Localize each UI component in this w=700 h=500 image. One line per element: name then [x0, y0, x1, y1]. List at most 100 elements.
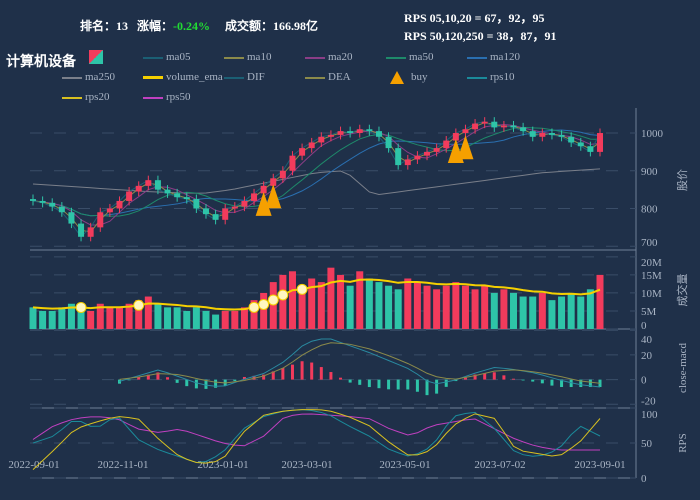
- macd-histogram-bar: [502, 375, 506, 380]
- volume-bar: [154, 303, 162, 329]
- x-tick-label: 2023-07-02: [474, 459, 525, 471]
- legend-item-DIF[interactable]: DIF: [224, 71, 265, 84]
- macd-histogram-bar: [367, 379, 371, 388]
- legend-item-ma05[interactable]: ma05: [143, 51, 190, 64]
- macd-histogram-bar: [512, 378, 516, 380]
- volume-bar: [519, 296, 527, 329]
- buy-arrow-icon: [390, 71, 404, 84]
- y-tick-label: 50: [641, 438, 653, 450]
- candle-body: [356, 129, 363, 134]
- ma50-line: [32, 126, 601, 217]
- y-tick-label: 800: [641, 203, 658, 215]
- macd-histogram-bar: [579, 379, 583, 388]
- candle-body: [164, 189, 171, 194]
- volume-bar: [106, 307, 114, 329]
- volume-bar: [115, 307, 123, 329]
- volume-bar: [317, 282, 325, 329]
- macd-histogram-bar: [435, 379, 439, 394]
- volume-bar: [288, 271, 296, 329]
- volume-bar: [183, 310, 191, 329]
- candle-body: [126, 191, 133, 201]
- y-tick-label: 5M: [641, 306, 657, 318]
- macd-histogram-bar: [550, 379, 554, 386]
- legend-item-ma10[interactable]: ma10: [224, 51, 271, 64]
- legend-label: rps20: [85, 91, 110, 103]
- candle-body: [337, 131, 344, 135]
- volume-bar: [260, 292, 268, 329]
- volume-bar: [481, 285, 489, 329]
- y-tick-label: 700: [641, 237, 658, 249]
- volume-bar: [394, 289, 402, 329]
- y-axis-title: 成交量: [675, 274, 689, 307]
- rps20-line: [32, 409, 601, 470]
- legend-line-icon: [224, 56, 244, 59]
- legend-item-ma120[interactable]: ma120: [467, 51, 520, 64]
- macd-histogram-bar: [214, 379, 218, 388]
- macd-histogram-bar: [166, 377, 170, 380]
- volume-bar: [269, 282, 277, 329]
- change-value: -0.24%: [173, 19, 211, 33]
- macd-histogram-bar: [137, 376, 141, 380]
- candle-body: [260, 185, 267, 194]
- macd-histogram-bar: [483, 373, 487, 380]
- legend-line-icon: [62, 96, 82, 99]
- volume-bar: [221, 310, 229, 329]
- macd-histogram-bar: [588, 379, 592, 388]
- candle-body: [347, 131, 354, 134]
- legend-item-ma250[interactable]: ma250: [62, 71, 115, 84]
- candle-body: [414, 155, 421, 160]
- volume-bar: [29, 307, 37, 329]
- legend-item-volume_ema[interactable]: volume_ema: [143, 71, 223, 84]
- macd-histogram-bar: [175, 379, 179, 383]
- macd-histogram-bar: [396, 379, 400, 390]
- volume-bar: [96, 303, 104, 329]
- candle-body: [433, 148, 440, 152]
- volume-bar: [87, 310, 95, 329]
- legend-line-icon: [62, 76, 82, 79]
- candle-body: [49, 202, 56, 207]
- volume-bar: [164, 307, 172, 329]
- candle-body: [183, 197, 190, 200]
- volume-bar: [365, 278, 373, 329]
- sector-title: 计算机设备: [6, 54, 76, 70]
- legend-item-ma50[interactable]: ma50: [386, 51, 433, 64]
- legend-item-ma20[interactable]: ma20: [305, 51, 352, 64]
- legend-item-rps10[interactable]: rps10: [467, 71, 514, 84]
- y-tick-label: 40: [641, 334, 653, 346]
- candle-body: [135, 185, 142, 192]
- legend-item-buy[interactable]: buy: [386, 71, 428, 84]
- candle-body: [539, 133, 546, 137]
- amount-value: 166.98亿: [273, 19, 319, 33]
- macd-histogram-bar: [540, 379, 544, 384]
- volume-highlight: [258, 298, 270, 310]
- legend-item-DEA[interactable]: DEA: [305, 71, 351, 84]
- x-tick-label: 2022-09-01: [8, 459, 59, 471]
- macd-histogram-bar: [348, 379, 352, 383]
- candle-body: [424, 151, 431, 156]
- candle-body: [558, 134, 565, 137]
- legend-item-rps50[interactable]: rps50: [143, 91, 190, 104]
- candle-legend-icon[interactable]: [89, 50, 103, 64]
- candle-body: [39, 200, 46, 203]
- rank-label: 排名：: [80, 19, 117, 33]
- macd-histogram-bar: [252, 375, 256, 380]
- macd-histogram-bar: [329, 372, 333, 380]
- macd-histogram-bar: [262, 374, 266, 380]
- legend-item-rps20[interactable]: rps20: [62, 91, 109, 104]
- volume-ema-line: [32, 278, 601, 311]
- volume-bar: [327, 267, 335, 329]
- macd-histogram-bar: [569, 379, 573, 388]
- candle-body: [472, 123, 479, 130]
- volume-bar: [250, 300, 258, 329]
- macd-histogram-bar: [146, 374, 150, 380]
- macd-histogram-bar: [387, 379, 391, 390]
- macd-histogram-bar: [156, 372, 160, 380]
- x-tick-label: 2023-05-01: [379, 459, 430, 471]
- legend-line-icon: [143, 56, 163, 59]
- volume-bar: [596, 274, 604, 329]
- y-tick-label: 100: [641, 409, 658, 421]
- candle-body: [520, 127, 527, 132]
- volume-bar: [231, 310, 239, 329]
